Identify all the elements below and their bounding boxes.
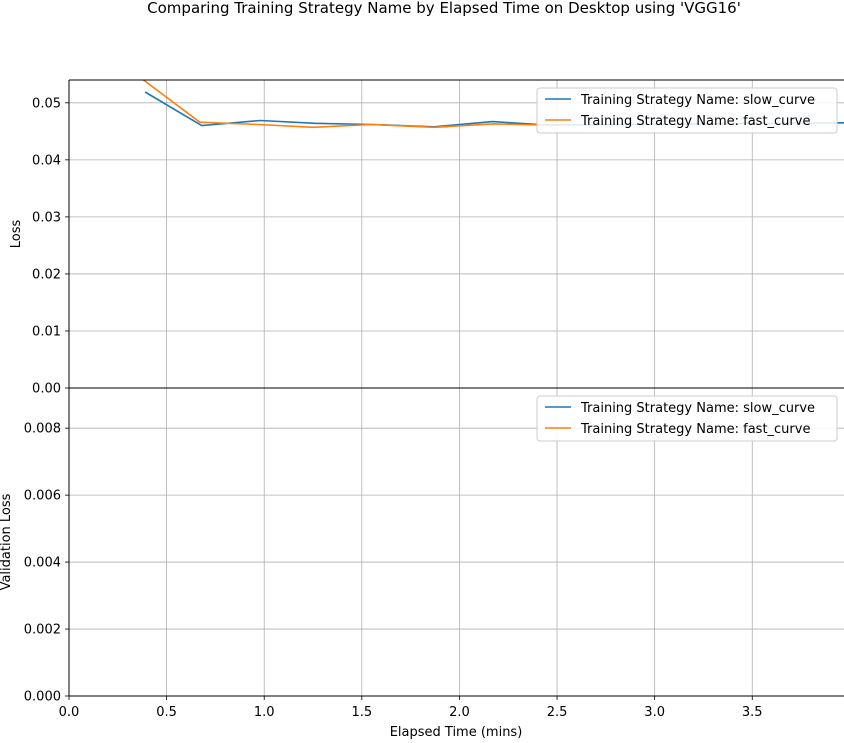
y-axis-label: Loss [9, 220, 24, 249]
y-tick-label: 0.00 [32, 382, 61, 397]
series-line-fast-curve [142, 80, 548, 129]
y-tick-label: 0.03 [32, 210, 61, 225]
loss-panel: 0.00 0.01 0.02 0.03 0.04 0.05 Loss Training Str… [9, 79, 844, 397]
y-tick-label: 0.02 [32, 267, 61, 282]
legend: Training Strategy Name: slow_curve Traini… [536, 395, 838, 442]
y-tick-label: 0.002 [24, 623, 61, 638]
x-tick-label: 0.5 [156, 705, 177, 720]
y-tick-label: 0.04 [32, 153, 61, 168]
x-tick-label: 2.5 [547, 705, 568, 720]
validation-loss-panel: 0.0 0.5 1.0 1.5 2.0 2.5 3.0 3.5 0.000 0.002 0.004 0… [0, 387, 844, 720]
y-tick-label: 0.01 [32, 324, 61, 339]
x-tick-label: 3.0 [644, 705, 665, 720]
y-tick-label: 0.006 [24, 489, 61, 504]
legend-label: Training Strategy Name: slow_curve [580, 93, 815, 108]
x-tick-label: 3.5 [742, 705, 763, 720]
x-tick-label: 1.5 [351, 705, 372, 720]
y-tick-label: 0.004 [24, 556, 61, 571]
x-tick-label: 2.0 [449, 705, 470, 720]
x-tick-label: 1.0 [254, 705, 275, 720]
x-axis-label: Elapsed Time (mins) [390, 725, 523, 739]
y-tick-label: 0.008 [24, 422, 61, 437]
legend: Training Strategy Name: slow_curve Traini… [536, 87, 838, 134]
legend-box [536, 395, 838, 442]
legend-label: Training Strategy Name: fast_curve [580, 114, 810, 129]
figure-title: Comparing Training Strategy Name by Elap… [147, 0, 741, 17]
y-tick-label: 0.000 [24, 690, 61, 705]
legend-label: Training Strategy Name: fast_curve [580, 422, 810, 437]
x-tick-label: 0.0 [59, 705, 80, 720]
y-tick-label: 0.05 [32, 96, 61, 111]
y-axis-label: Validation Loss [0, 493, 14, 590]
legend-label: Training Strategy Name: slow_curve [580, 401, 815, 416]
legend-box [536, 87, 838, 134]
